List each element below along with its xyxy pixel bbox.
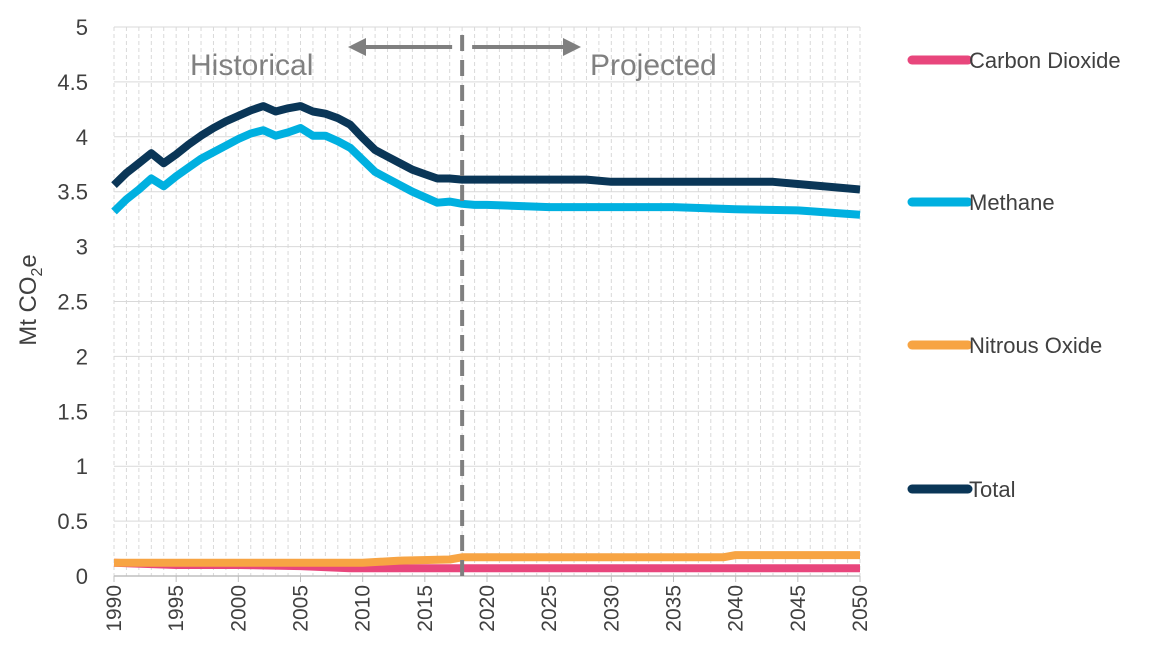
legend-label: Total — [969, 477, 1015, 502]
x-tick-label: 2015 — [414, 585, 437, 632]
axes — [113, 575, 861, 582]
x-tick-label: 2030 — [600, 585, 623, 632]
x-tick-label: 2020 — [476, 585, 499, 632]
y-tick-label: 3.5 — [57, 180, 88, 205]
legend: Carbon Dioxide Methane Nitrous Oxide Total — [907, 48, 1121, 502]
historical-projected-divider — [348, 35, 581, 576]
y-tick-label: 1 — [76, 454, 88, 479]
y-tick-label: 0 — [76, 564, 88, 589]
y-tick-label: 4 — [76, 125, 88, 150]
x-tick-label: 2050 — [849, 585, 872, 632]
tick-labels: 0 0.5 1 1.5 2 2.5 3 3.5 4 4.5 5 1990 1995 2000 2005 201… — [57, 15, 872, 632]
y-tick-label: 5 — [76, 15, 88, 40]
series-lines — [111, 102, 861, 573]
x-tick-label: 2005 — [290, 585, 313, 632]
x-tick-label: 2045 — [787, 585, 810, 632]
projected-label: Projected — [590, 49, 717, 82]
series-line-nitrous-oxide — [114, 551, 860, 567]
y-tick-label: 4.5 — [57, 70, 88, 95]
x-tick-label: 2040 — [725, 585, 748, 632]
x-tick-label: 2035 — [663, 585, 686, 632]
legend-label: Methane — [969, 190, 1055, 215]
y-tick-label: 0.5 — [57, 509, 88, 534]
historical-label: Historical — [190, 49, 313, 82]
arrow-left-head — [348, 38, 366, 56]
y-tick-label: 3 — [76, 235, 88, 260]
x-tick-label: 1990 — [103, 585, 126, 632]
arrow-right-head — [563, 38, 581, 56]
legend-item-methane: Methane — [907, 190, 1055, 215]
y-tick-label: 2.5 — [57, 290, 88, 315]
x-tick-label: 1995 — [165, 585, 188, 632]
x-tick-label: 2000 — [227, 585, 250, 632]
x-tick-label: 2025 — [538, 585, 561, 632]
series-line-total — [111, 102, 861, 194]
gridlines — [113, 26, 861, 576]
x-tick-label: 2010 — [352, 585, 375, 632]
series-line-methane — [111, 124, 861, 219]
y-axis-label: Mt CO2e — [15, 254, 46, 346]
legend-label: Carbon Dioxide — [969, 48, 1121, 73]
legend-label: Nitrous Oxide — [969, 333, 1102, 358]
y-tick-label: 1.5 — [57, 399, 88, 424]
legend-item-carbon-dioxide: Carbon Dioxide — [907, 48, 1121, 73]
legend-item-total: Total — [907, 477, 1015, 502]
legend-item-nitrous-oxide: Nitrous Oxide — [907, 333, 1102, 358]
y-tick-label: 2 — [76, 344, 88, 369]
